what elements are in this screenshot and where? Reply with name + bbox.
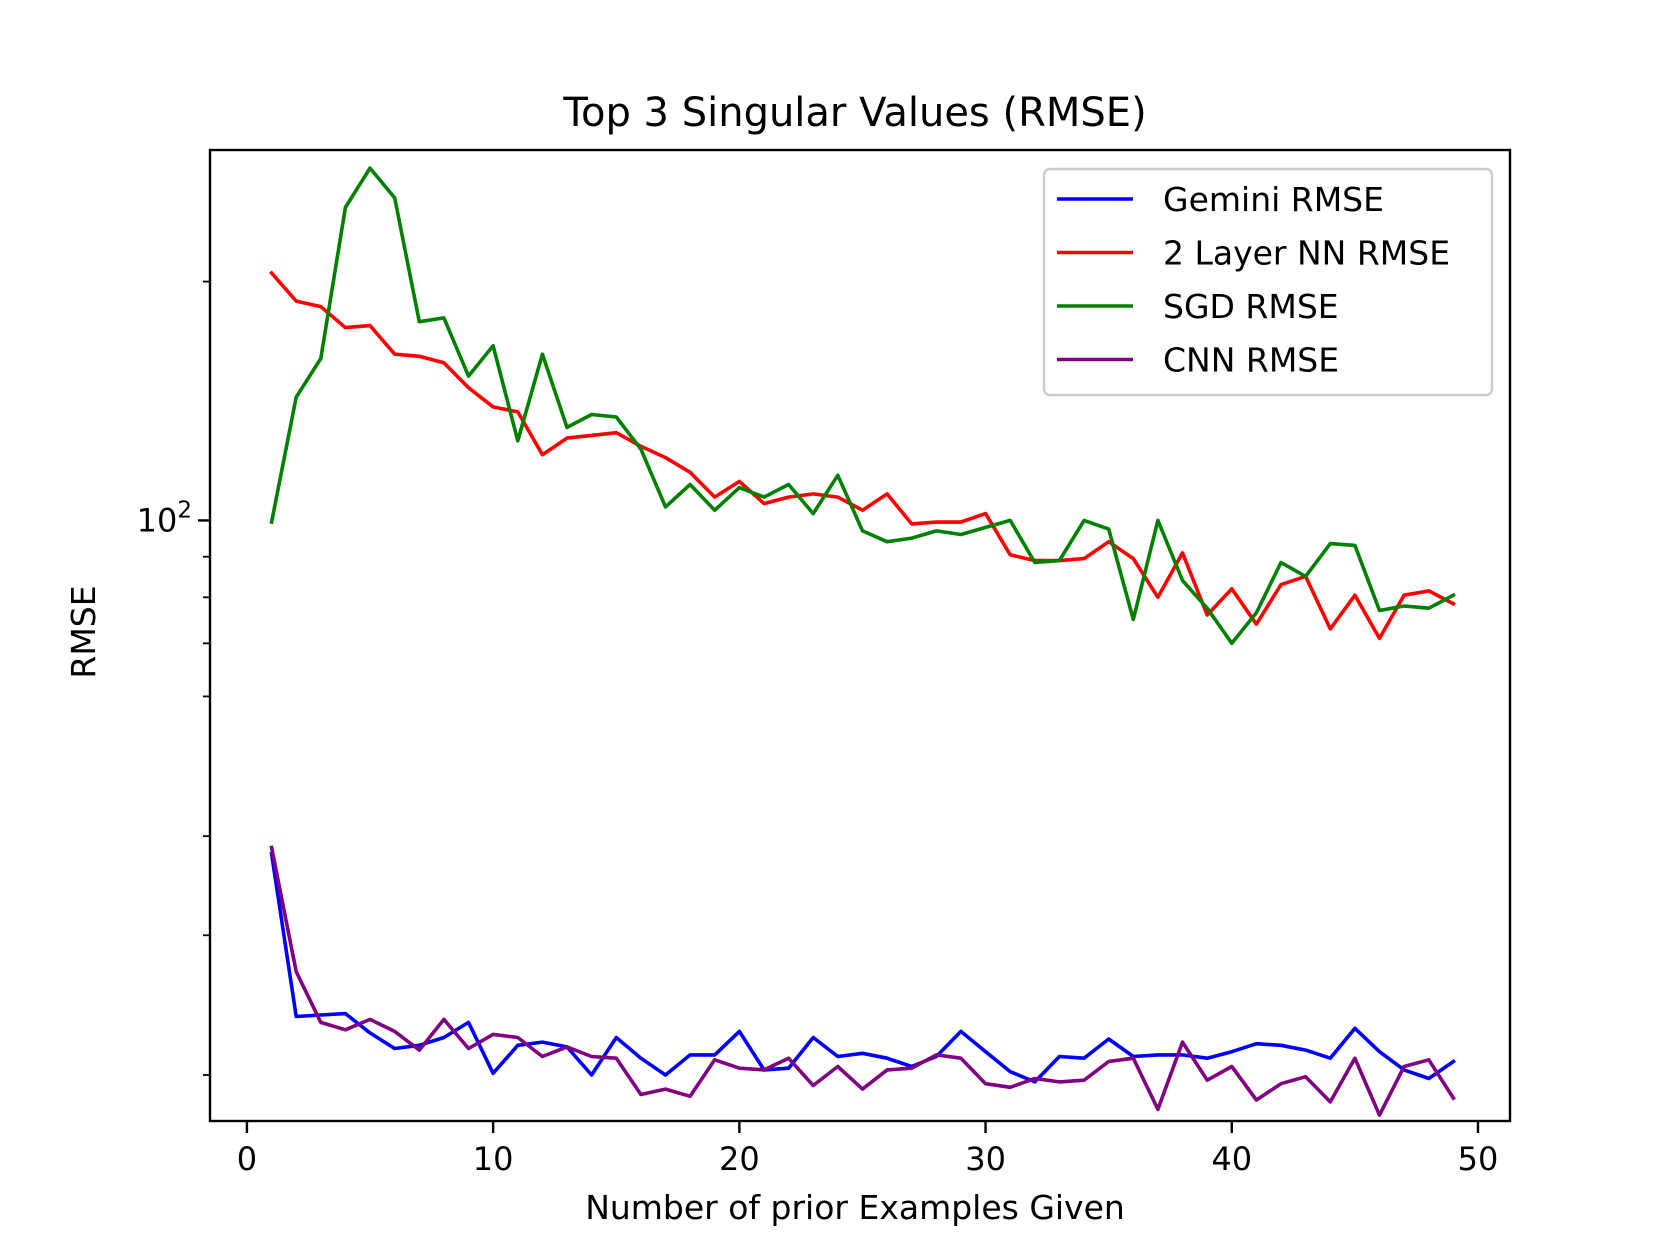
y-axis-ticks: 102 bbox=[137, 280, 210, 1076]
x-tick-label: 50 bbox=[1458, 1140, 1499, 1178]
legend-label: SGD RMSE bbox=[1163, 287, 1339, 326]
series-line-cnn-rmse bbox=[269, 845, 1456, 1117]
legend-label: 2 Layer NN RMSE bbox=[1163, 234, 1450, 273]
legend: Gemini RMSE 2 Layer NN RMSE SGD RMSE CNN RM… bbox=[1042, 167, 1494, 397]
y-tick-label-exponent: 2 bbox=[177, 497, 192, 523]
y-tick-label: 102 bbox=[137, 497, 192, 539]
x-axis-label: Number of prior Examples Given bbox=[585, 1188, 1125, 1227]
x-tick-label: 30 bbox=[965, 1140, 1006, 1178]
plot-series bbox=[269, 166, 1456, 1117]
legend-label: Gemini RMSE bbox=[1163, 180, 1384, 219]
series-line-gemini-rmse bbox=[269, 851, 1456, 1084]
chart-title: Top 3 Singular Values (RMSE) bbox=[562, 90, 1146, 136]
x-axis-ticks: 0 10 20 30 40 50 bbox=[237, 1121, 1499, 1178]
x-tick-label: 10 bbox=[473, 1140, 514, 1178]
x-tick-label: 20 bbox=[719, 1140, 760, 1178]
series-line-sgd-rmse bbox=[269, 166, 1456, 646]
series-line-2-layer-nn-rmse bbox=[269, 270, 1456, 641]
y-tick-label-base: 10 bbox=[137, 501, 178, 539]
x-tick-label: 40 bbox=[1211, 1140, 1252, 1178]
legend-box bbox=[1042, 167, 1494, 397]
x-tick-label: 0 bbox=[237, 1140, 257, 1178]
legend-label: CNN RMSE bbox=[1163, 341, 1339, 380]
y-axis-label: RMSE bbox=[64, 585, 103, 678]
plot-frame bbox=[208, 148, 1512, 1123]
